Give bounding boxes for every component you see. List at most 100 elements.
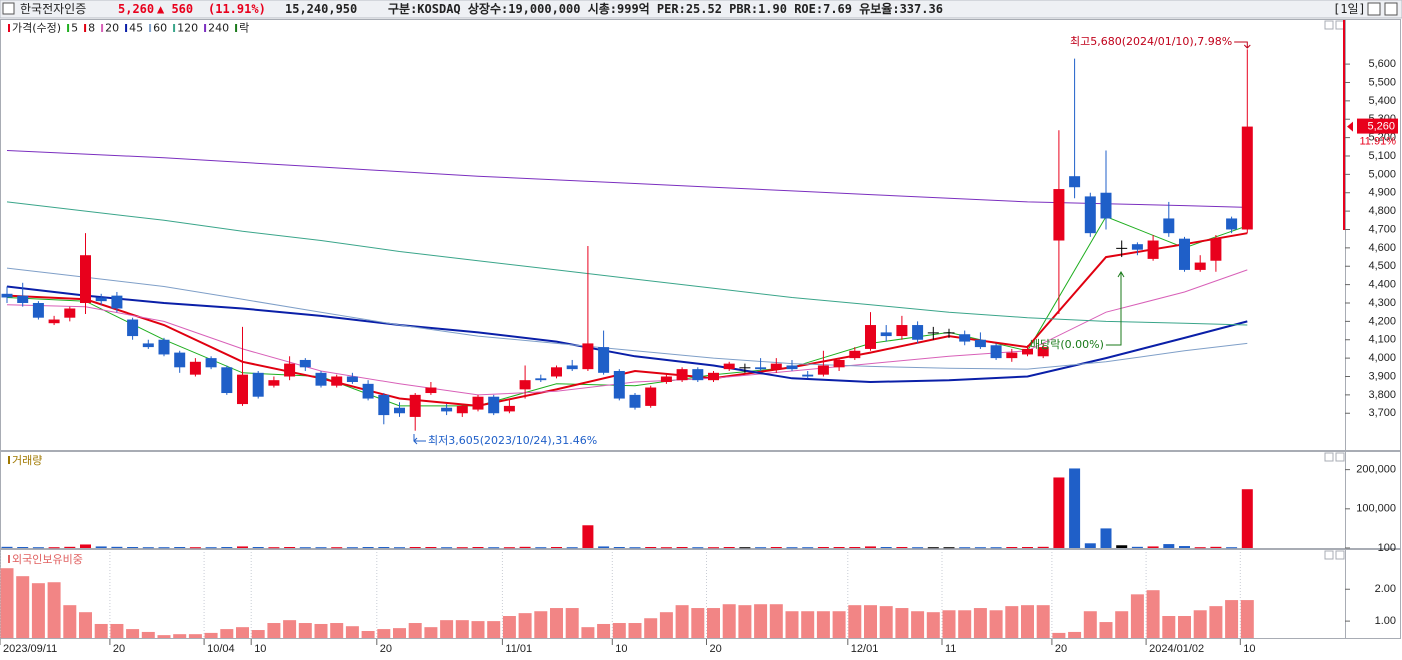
low-annotation: 최저3,605(2023/10/24),31.46%: [428, 434, 597, 447]
bar: [629, 547, 641, 549]
bar: [598, 546, 610, 548]
y-tick-label: 4,500: [1368, 260, 1396, 272]
candle-body: [1226, 218, 1238, 230]
legend-label: 8: [88, 22, 95, 35]
bar: [911, 611, 925, 638]
y-tick-label: 200,000: [1356, 464, 1396, 476]
y-tick-label: 5,600: [1368, 58, 1396, 70]
candle-body: [723, 363, 735, 370]
bar: [408, 623, 422, 638]
candle-body: [299, 359, 311, 368]
candle-body: [174, 352, 186, 368]
bar: [283, 620, 297, 638]
bar: [1068, 631, 1082, 638]
bar: [488, 547, 500, 549]
candle-body: [535, 378, 547, 381]
bar: [48, 547, 60, 549]
bar: [299, 547, 311, 549]
panel-icon[interactable]: [1324, 20, 1334, 30]
candle-body: [1053, 189, 1065, 241]
y-tick-label: 2.00: [1375, 583, 1396, 595]
x-tick-label: 10: [1243, 643, 1255, 655]
bar: [173, 634, 187, 638]
bar: [267, 623, 281, 638]
panel-title: 외국인보유비중: [12, 553, 83, 566]
bar: [205, 547, 217, 549]
bar: [1083, 611, 1097, 638]
legend-marker: [84, 24, 87, 32]
candle-body: [551, 367, 562, 377]
candle-body: [237, 374, 248, 405]
bar: [377, 629, 391, 638]
price-panel-frame: [0, 19, 1401, 451]
bar: [692, 547, 704, 549]
bar: [1006, 547, 1018, 549]
x-tick-label: 11/01: [505, 643, 532, 655]
bar: [472, 547, 484, 549]
bar: [126, 629, 140, 638]
checkbox[interactable]: [2, 2, 15, 15]
bar: [393, 628, 406, 638]
bar: [550, 608, 563, 638]
bar: [1162, 616, 1176, 638]
last-price-box: [1357, 118, 1398, 134]
candle-body: [1241, 126, 1253, 230]
legend-marker: [204, 24, 207, 32]
candle-body: [158, 339, 170, 355]
bar: [1005, 606, 1019, 638]
bar: [534, 611, 548, 638]
bar: [926, 612, 940, 638]
panel-icon[interactable]: [1335, 550, 1345, 560]
y-tick-label: 5,100: [1368, 150, 1396, 162]
ex-dividend-annotation: 배당락(0.00%): [1030, 338, 1104, 351]
bar: [158, 547, 170, 549]
candle-body: [268, 380, 280, 386]
candle-body: [1069, 176, 1081, 188]
minimize-button[interactable]: [1367, 2, 1381, 16]
price: 5,260: [118, 2, 154, 16]
bar: [220, 629, 234, 638]
bar: [613, 547, 625, 549]
bar: [503, 547, 515, 549]
candle-body: [80, 255, 91, 303]
y-tick-label: 4,400: [1368, 279, 1396, 291]
bar: [80, 544, 91, 548]
bar: [628, 623, 642, 638]
panel-title: 거래량: [12, 454, 42, 467]
panel-icon[interactable]: [1324, 550, 1334, 560]
bar: [1147, 546, 1159, 548]
bar: [95, 546, 107, 548]
info: 구분:KOSDAQ 상장수:19,000,000 시총:999억 PER:25.…: [388, 1, 943, 16]
bar: [754, 604, 768, 638]
legend-label: 5: [71, 22, 78, 35]
candle-body: [331, 376, 343, 386]
bar: [582, 525, 594, 548]
bar: [16, 576, 30, 638]
candle-body: [692, 369, 704, 381]
bar: [189, 547, 201, 549]
panel-icon[interactable]: [1335, 452, 1345, 462]
bar: [330, 623, 344, 638]
close-button[interactable]: [1384, 2, 1398, 16]
bar: [959, 547, 971, 549]
panel-frames: [0, 19, 1401, 639]
candle-body: [786, 365, 798, 370]
panel-icon[interactable]: [1324, 452, 1334, 462]
period[interactable]: [1일]: [1333, 2, 1366, 16]
bar: [769, 604, 783, 638]
y-tick-label: 100: [1378, 542, 1396, 554]
bar: [346, 547, 358, 549]
moving-average-line: [6, 285, 1248, 384]
bar: [880, 547, 892, 549]
bar: [298, 623, 312, 638]
candle-body: [1116, 247, 1128, 249]
bar: [1179, 546, 1190, 548]
bar: [912, 547, 924, 549]
bar: [1163, 544, 1175, 548]
bar: [424, 627, 438, 638]
candle-body: [252, 372, 264, 397]
moving-average-line: [6, 201, 1248, 326]
bar: [785, 611, 799, 638]
legend-label: 45: [129, 22, 143, 35]
